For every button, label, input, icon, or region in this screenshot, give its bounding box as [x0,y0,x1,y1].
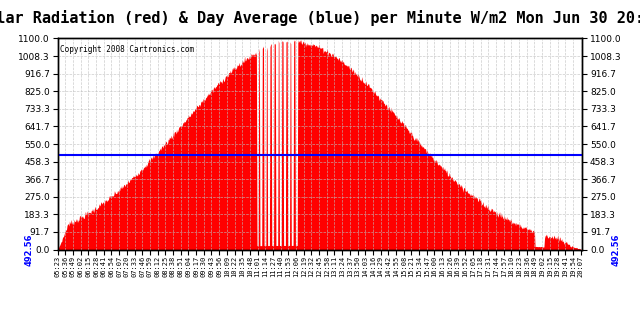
Text: 492.56: 492.56 [611,233,620,266]
Text: 492.56: 492.56 [25,233,34,266]
Text: Solar Radiation (red) & Day Average (blue) per Minute W/m2 Mon Jun 30 20:32: Solar Radiation (red) & Day Average (blu… [0,10,640,26]
Text: Copyright 2008 Cartronics.com: Copyright 2008 Cartronics.com [60,45,195,54]
